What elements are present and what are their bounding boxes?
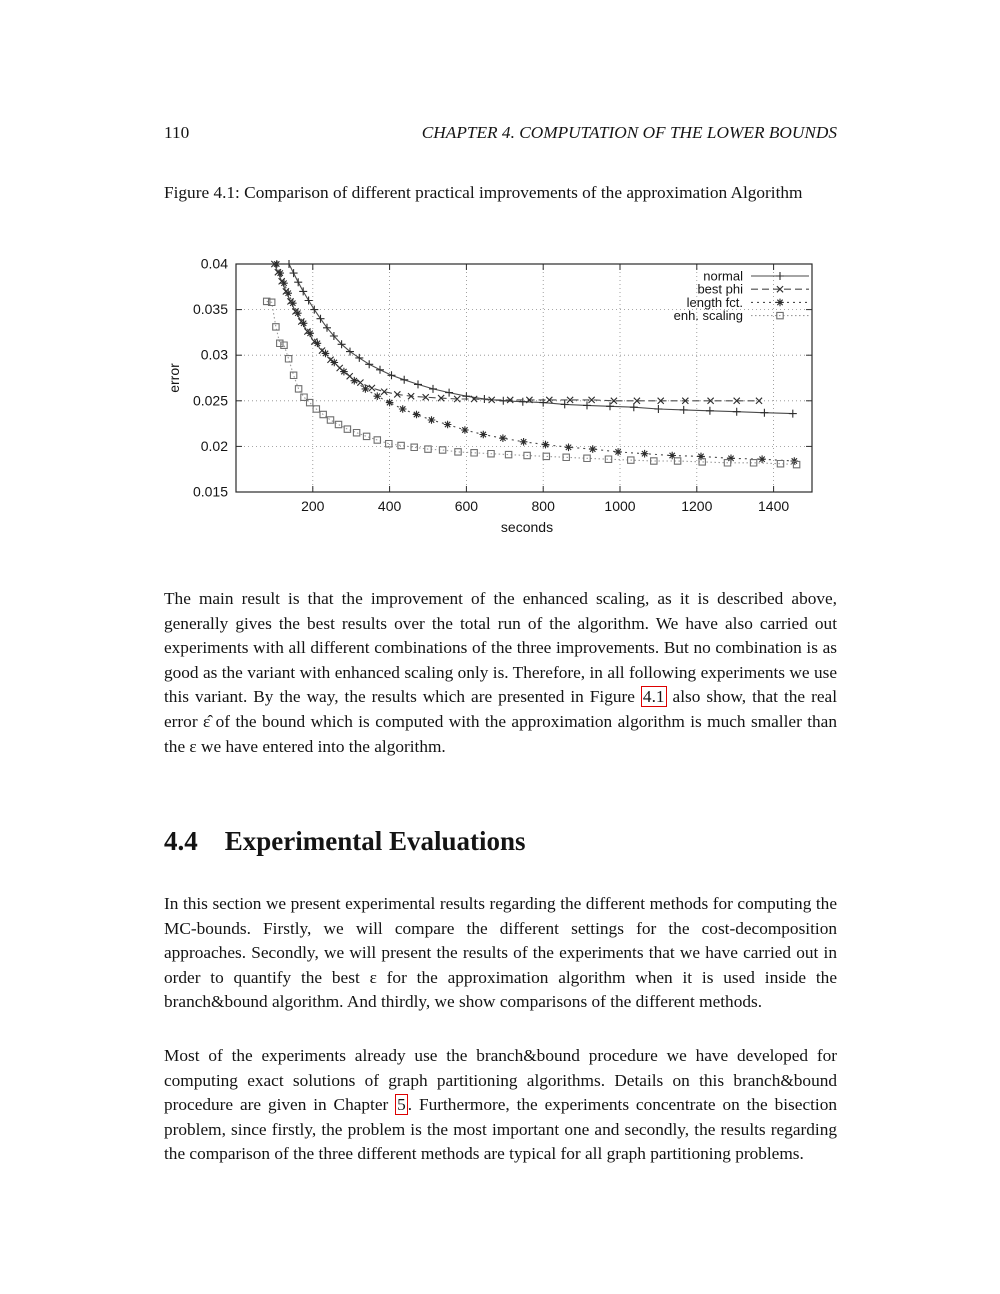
y-tick-label: 0.02	[201, 438, 228, 454]
x-tick-label: 200	[301, 498, 325, 514]
x-axis-label: seconds	[501, 519, 553, 535]
series-enh-scaling	[262, 297, 801, 469]
paragraph: Most of the experiments already use the …	[164, 1044, 837, 1167]
x-tick-label: 800	[532, 498, 556, 514]
legend-entry-normal: normal	[703, 269, 809, 284]
series-length-fct	[272, 260, 799, 465]
legend-label: normal	[703, 269, 743, 284]
y-tick-label: 0.025	[193, 392, 228, 408]
figure-4-1: 200 400 600 800 1000 1200 1400 0.015 0.02 0.025 0.…	[165, 255, 845, 540]
x-tick-label: 400	[378, 498, 402, 514]
paragraph-text: Most of the experiments already use the …	[164, 1046, 837, 1115]
x-tick-label: 1000	[604, 498, 635, 514]
paragraph-text: also show, that the real error ε̂ of the…	[164, 687, 837, 756]
reference-link[interactable]: 4.1	[640, 686, 667, 708]
y-tick-label: 0.04	[201, 256, 228, 272]
legend-label: length fct.	[687, 295, 743, 310]
reference-link[interactable]: 5	[395, 1094, 408, 1116]
paragraph-text: In this section we present experimental …	[164, 894, 837, 1012]
legend-entry-enh-scaling: enh. scaling	[674, 308, 809, 323]
y-tick-label: 0.015	[193, 484, 228, 500]
running-head: 110 CHAPTER 4. COMPUTATION OF THE LOWER …	[164, 121, 837, 144]
legend-entry-length-fct: length fct.	[687, 295, 809, 310]
section-heading: 4.4 Experimental Evaluations	[164, 824, 526, 858]
paragraph: In this section we present experimental …	[164, 892, 837, 1015]
legend-label: enh. scaling	[674, 308, 743, 323]
paragraph-text: The main result is that the improvement …	[164, 589, 837, 707]
series-best-phi	[270, 260, 763, 405]
paragraph: The main result is that the improvement …	[164, 587, 837, 759]
chapter-title: CHAPTER 4. COMPUTATION OF THE LOWER BOUN…	[421, 123, 837, 142]
y-tick-label: 0.035	[193, 301, 228, 317]
y-axis-label: error	[166, 363, 182, 393]
legend-entry-best-phi: best phi	[697, 282, 809, 297]
plot-frame	[235, 263, 813, 493]
paragraph-text: . Furthermore, the experiments concentra…	[164, 1095, 838, 1164]
section-number: 4.4	[164, 826, 198, 856]
x-tick-label: 1400	[758, 498, 789, 514]
figure-caption: Figure 4.1: Comparison of different prac…	[164, 181, 837, 206]
figure-caption-text: Figure 4.1: Comparison of different prac…	[164, 183, 803, 202]
y-tick-label: 0.03	[201, 347, 228, 363]
x-tick-label: 1200	[681, 498, 712, 514]
page-number: 110	[164, 123, 190, 142]
figure-4-1-chart: 200 400 600 800 1000 1200 1400 0.015 0.02 0.025 0.…	[166, 256, 813, 535]
section-title: Experimental Evaluations	[224, 826, 526, 856]
x-tick-label: 600	[455, 498, 479, 514]
series-normal	[285, 260, 797, 418]
legend-label: best phi	[697, 282, 743, 297]
